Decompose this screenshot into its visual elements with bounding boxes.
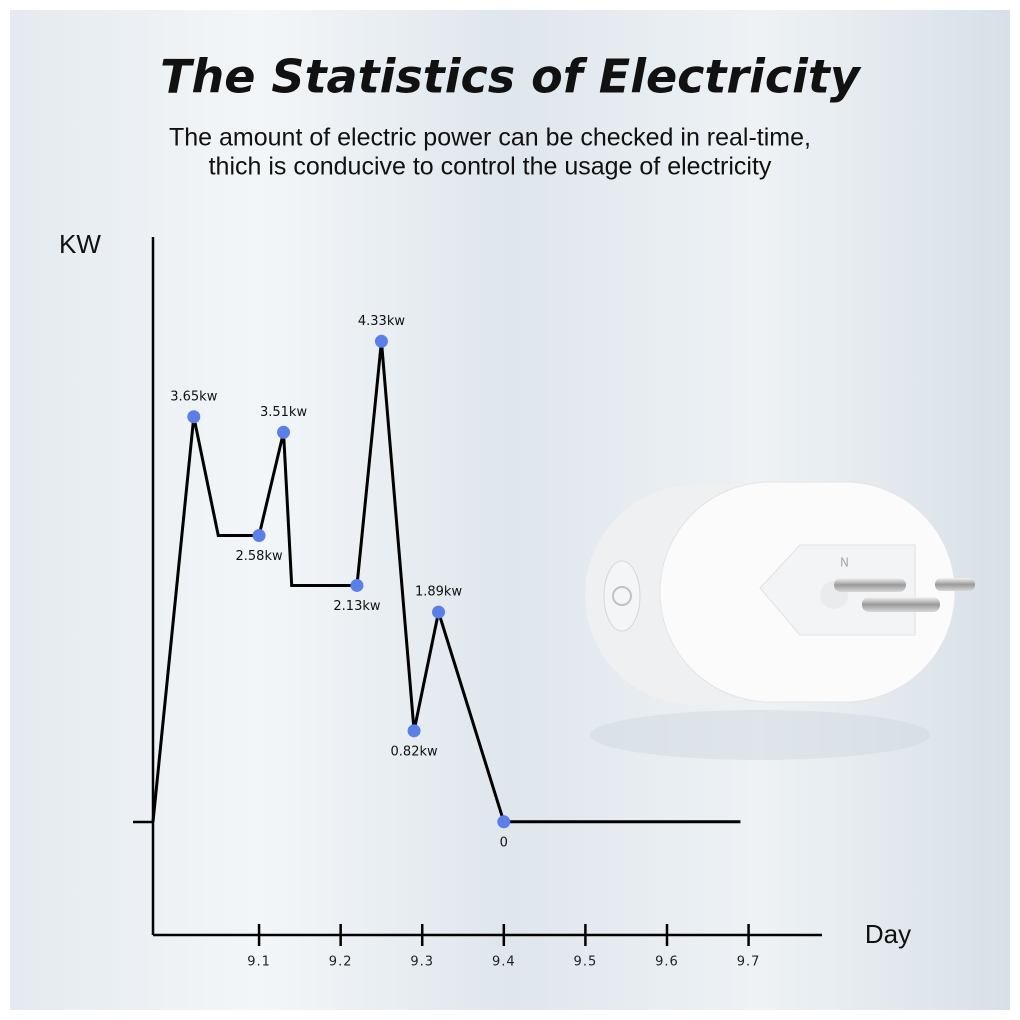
y-axis-label: KW	[59, 229, 101, 259]
point	[350, 578, 364, 592]
x-tick-label: 9.3	[410, 955, 434, 970]
plug-illustration: N	[585, 481, 975, 760]
data-label: 0.82kw	[391, 744, 438, 759]
point	[497, 815, 511, 829]
data-label: 0	[500, 835, 508, 850]
x-tick-label: 9.6	[655, 955, 679, 970]
data-label: 2.58kw	[236, 549, 283, 564]
point	[374, 334, 388, 348]
subtitle: thich is conducive to control the usage …	[209, 153, 772, 181]
x-tick-label: 9.5	[574, 955, 598, 970]
x-axis-label: Day	[865, 919, 911, 949]
x-tick-label: 9.1	[247, 955, 271, 970]
point	[407, 724, 421, 738]
subtitle: The amount of electric power can be chec…	[169, 124, 811, 152]
pin-mark: N	[840, 556, 849, 570]
title: The Statistics of Electricity	[160, 50, 862, 104]
point	[252, 529, 266, 543]
x-tick-label: 9.2	[329, 955, 353, 970]
point	[187, 410, 201, 424]
x-tick-label: 9.4	[492, 955, 516, 970]
x-tick-label: 9.7	[737, 955, 761, 970]
data-label: 4.33kw	[358, 314, 405, 329]
point	[277, 425, 291, 439]
data-label: 2.13kw	[333, 599, 380, 614]
data-label: 1.89kw	[415, 585, 462, 600]
data-label: 3.65kw	[170, 389, 217, 404]
line	[151, 341, 741, 824]
point	[432, 605, 446, 619]
data-label: 3.51kw	[260, 405, 307, 420]
